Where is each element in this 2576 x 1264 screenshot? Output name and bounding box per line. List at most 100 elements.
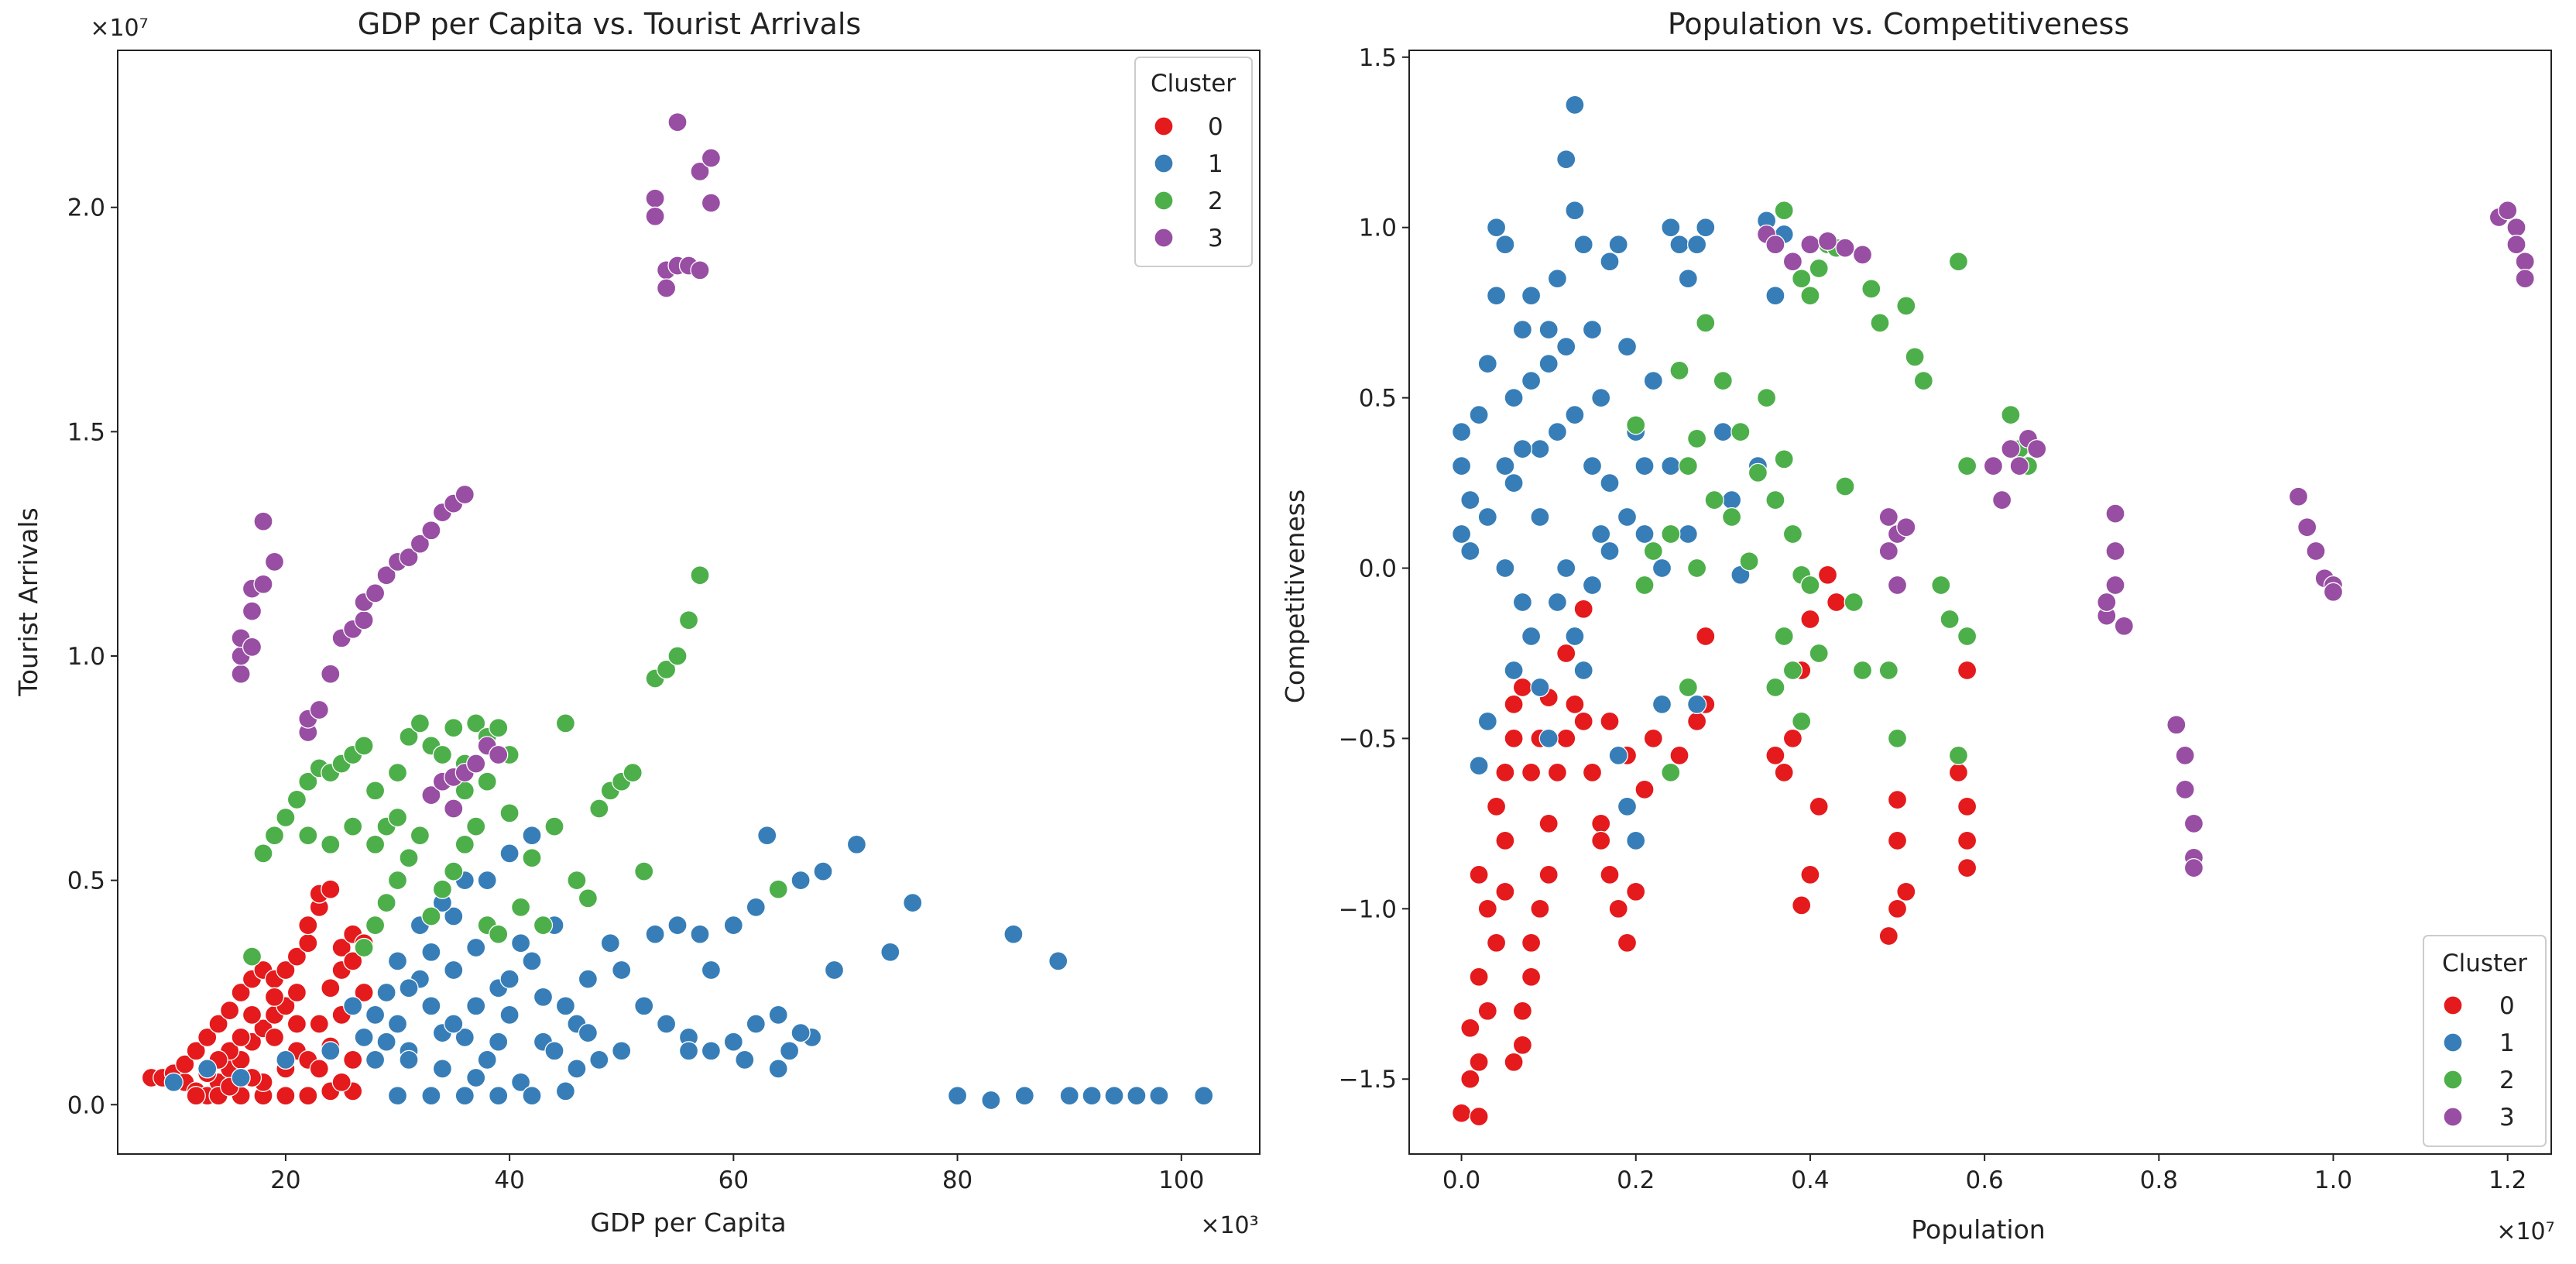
point-cluster-1 bbox=[1608, 745, 1628, 766]
point-cluster-0 bbox=[343, 1049, 363, 1070]
point-cluster-1 bbox=[354, 1027, 374, 1048]
y-axis-ticks: −1.5 −1.0 −0.5 0.0 0.5 1.0 1.5 bbox=[1339, 44, 1409, 1094]
point-cluster-1 bbox=[454, 1086, 475, 1106]
legend-marker-1 bbox=[2443, 1032, 2463, 1053]
point-cluster-2 bbox=[1809, 643, 1829, 664]
point-cluster-2 bbox=[365, 781, 386, 801]
point-cluster-0 bbox=[1887, 898, 1908, 919]
point-cluster-3 bbox=[1800, 235, 1820, 255]
x-tick-label: 1.2 bbox=[2489, 1166, 2526, 1194]
point-cluster-2 bbox=[1765, 489, 1785, 510]
point-cluster-1 bbox=[1678, 269, 1698, 289]
point-cluster-0 bbox=[298, 1086, 318, 1106]
point-cluster-2 bbox=[623, 762, 643, 783]
point-cluster-3 bbox=[701, 148, 722, 168]
point-cluster-2 bbox=[1765, 677, 1785, 698]
point-cluster-1 bbox=[701, 1041, 722, 1061]
point-cluster-3 bbox=[2306, 541, 2326, 562]
point-cluster-1 bbox=[678, 1041, 699, 1061]
point-cluster-1 bbox=[387, 951, 408, 971]
point-cluster-1 bbox=[1634, 455, 1655, 476]
point-cluster-1 bbox=[701, 960, 722, 981]
point-cluster-1 bbox=[1104, 1086, 1124, 1106]
point-cluster-1 bbox=[768, 1005, 788, 1025]
point-cluster-1 bbox=[1469, 404, 1489, 425]
point-cluster-2 bbox=[1756, 387, 1777, 408]
point-cluster-1 bbox=[1504, 660, 1524, 681]
point-cluster-0 bbox=[1765, 745, 1785, 766]
point-cluster-0 bbox=[197, 1027, 218, 1048]
point-cluster-1 bbox=[1486, 286, 1507, 306]
point-cluster-2 bbox=[1896, 296, 1916, 316]
point-cluster-1 bbox=[1591, 524, 1611, 544]
point-cluster-0 bbox=[1486, 933, 1507, 953]
point-cluster-3 bbox=[321, 664, 341, 684]
legend-label-3: 3 bbox=[2499, 1104, 2515, 1132]
point-cluster-3 bbox=[466, 754, 486, 774]
point-cluster-0 bbox=[309, 1059, 329, 1079]
point-cluster-0 bbox=[1957, 830, 1977, 851]
point-cluster-0 bbox=[1495, 762, 1515, 783]
point-cluster-1 bbox=[1600, 252, 1620, 272]
x-tick-label: 100 bbox=[1158, 1166, 1204, 1194]
point-cluster-0 bbox=[1792, 895, 1812, 915]
point-cluster-1 bbox=[791, 870, 811, 891]
point-cluster-2 bbox=[399, 726, 419, 747]
point-cluster-1 bbox=[533, 987, 554, 1007]
point-cluster-1 bbox=[510, 933, 531, 953]
point-cluster-3 bbox=[264, 551, 285, 572]
point-cluster-1 bbox=[522, 1086, 542, 1106]
point-cluster-1 bbox=[1495, 558, 1515, 579]
point-cluster-2 bbox=[354, 937, 374, 958]
point-cluster-1 bbox=[466, 1067, 486, 1088]
point-cluster-1 bbox=[1504, 387, 1524, 408]
point-cluster-1 bbox=[555, 996, 576, 1016]
point-cluster-0 bbox=[1477, 1001, 1497, 1021]
legend-label-1: 1 bbox=[2499, 1029, 2515, 1057]
point-cluster-3 bbox=[667, 112, 688, 132]
point-cluster-0 bbox=[298, 915, 318, 936]
point-cluster-2 bbox=[477, 771, 497, 792]
point-cluster-2 bbox=[286, 789, 307, 810]
point-cluster-3 bbox=[2027, 438, 2047, 459]
point-cluster-0 bbox=[1600, 711, 1620, 732]
point-cluster-3 bbox=[2288, 486, 2309, 507]
point-cluster-3 bbox=[253, 511, 273, 531]
point-cluster-1 bbox=[1127, 1086, 1147, 1106]
legend-label-1: 1 bbox=[1208, 150, 1223, 178]
point-cluster-1 bbox=[489, 1032, 509, 1052]
point-cluster-2 bbox=[489, 718, 509, 738]
point-cluster-2 bbox=[544, 816, 564, 836]
point-cluster-3 bbox=[1852, 245, 1873, 265]
point-cluster-1 bbox=[421, 996, 441, 1016]
point-cluster-2 bbox=[1634, 575, 1655, 596]
point-cluster-2 bbox=[1948, 745, 1969, 766]
point-cluster-0 bbox=[286, 982, 307, 1003]
point-cluster-2 bbox=[555, 713, 576, 733]
point-cluster-0 bbox=[219, 1000, 240, 1021]
point-cluster-0 bbox=[1495, 881, 1515, 902]
point-cluster-1 bbox=[387, 1086, 408, 1106]
point-cluster-1 bbox=[555, 1081, 576, 1101]
x-tick-label: 60 bbox=[719, 1166, 749, 1194]
x-tick-label: 0.0 bbox=[1442, 1166, 1480, 1194]
point-cluster-1 bbox=[365, 1049, 386, 1070]
point-cluster-2 bbox=[264, 826, 285, 846]
point-cluster-1 bbox=[634, 996, 654, 1016]
point-cluster-1 bbox=[1565, 94, 1585, 115]
plot-frame bbox=[1408, 50, 2552, 1155]
point-cluster-0 bbox=[1530, 898, 1550, 919]
legend-label-3: 3 bbox=[1208, 225, 1223, 252]
point-cluster-1 bbox=[1460, 541, 1480, 562]
point-cluster-2 bbox=[298, 826, 318, 846]
point-cluster-3 bbox=[454, 484, 475, 505]
point-cluster-1 bbox=[1721, 489, 1742, 510]
point-cluster-1 bbox=[421, 1086, 441, 1106]
point-cluster-1 bbox=[1565, 404, 1585, 425]
chart-population-vs-competitiveness: Population vs. Competitiveness 0.0 0.2 0.4… bbox=[1280, 7, 2555, 1245]
point-cluster-3 bbox=[2323, 582, 2344, 602]
point-cluster-1 bbox=[1713, 421, 1733, 442]
point-cluster-1 bbox=[1652, 694, 1672, 715]
point-cluster-0 bbox=[1460, 1069, 1480, 1089]
y-tick-label: 1.0 bbox=[67, 643, 105, 671]
